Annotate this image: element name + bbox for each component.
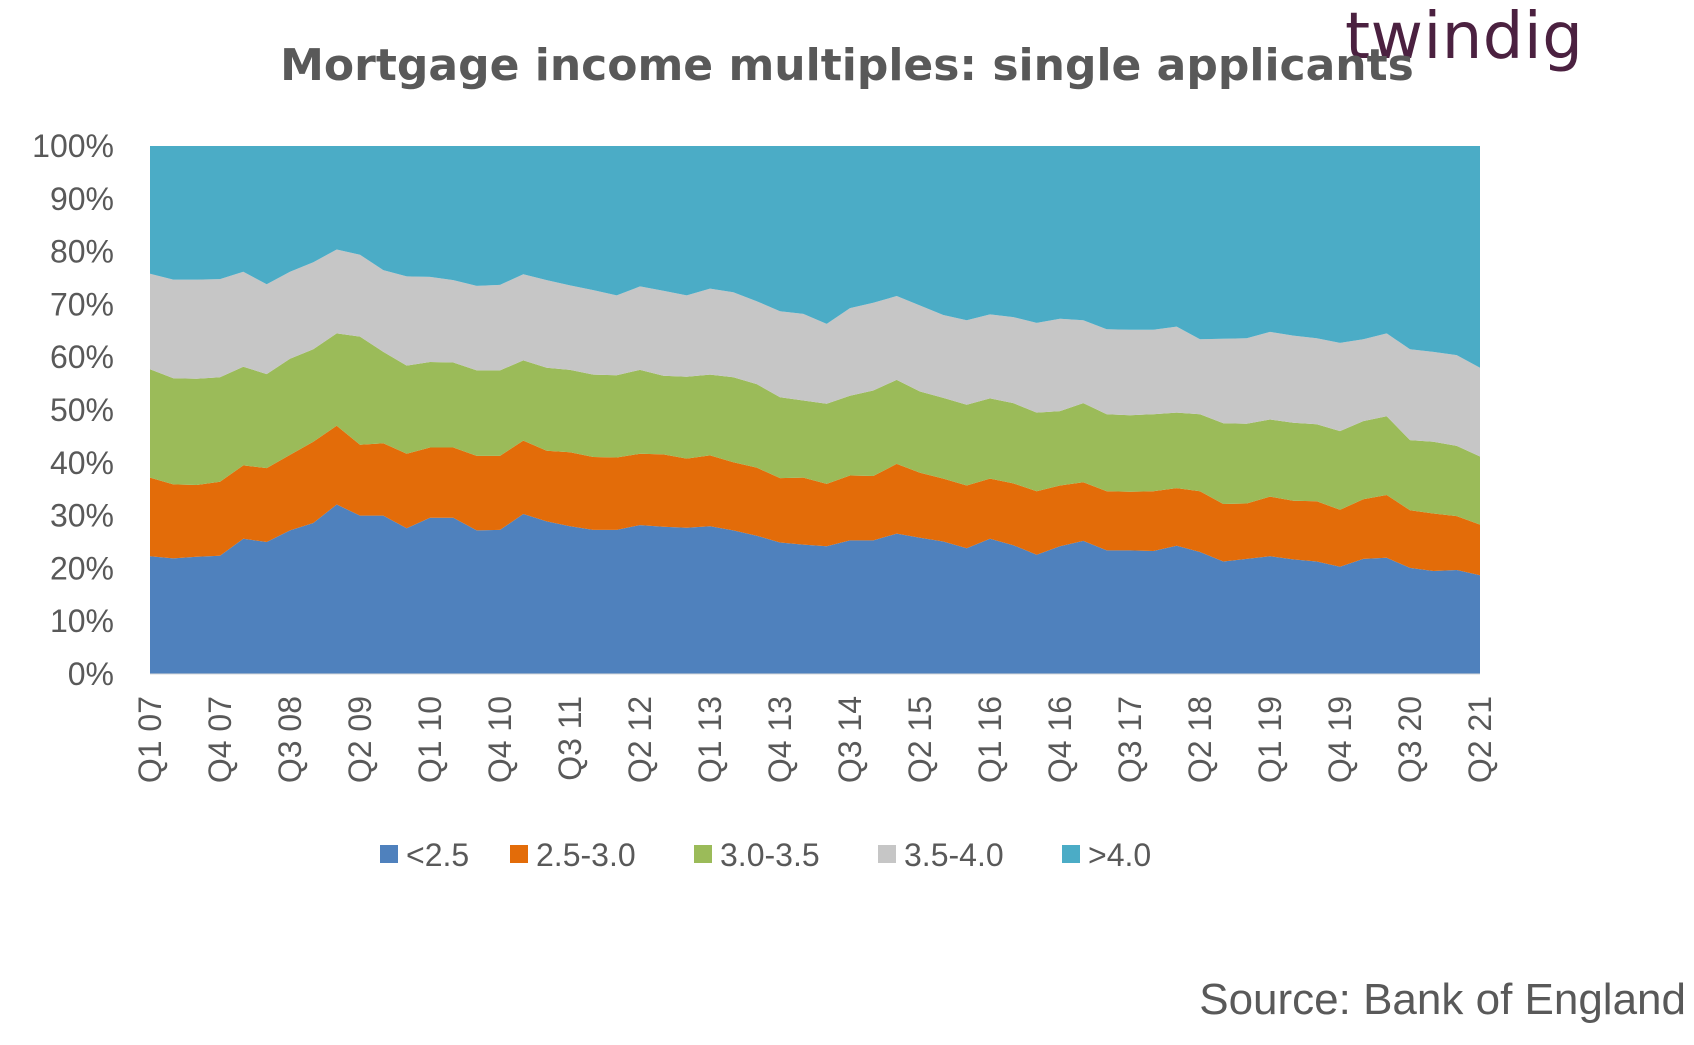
x-tick-label: Q3 11 xyxy=(552,696,588,781)
legend: <2.5 2.5-3.0 3.0-3.5 3.5-4.0 >4.0 xyxy=(380,837,1151,873)
x-tick-label: Q3 14 xyxy=(832,696,868,783)
area-series-3 xyxy=(150,249,1480,457)
x-tick-label: Q2 15 xyxy=(902,696,938,783)
x-tick-label: Q4 19 xyxy=(1322,696,1358,783)
legend-label: 3.0-3.5 xyxy=(720,837,820,873)
area-series-2 xyxy=(150,333,1480,525)
legend-label: 3.5-4.0 xyxy=(904,837,1004,873)
y-tick-label: 100% xyxy=(32,128,114,164)
y-tick-label: 10% xyxy=(50,603,114,639)
source-note: Source: Bank of England xyxy=(1199,975,1686,1024)
area-series-0 xyxy=(150,504,1480,674)
x-tick-label: Q2 09 xyxy=(342,696,378,783)
x-tick-label: Q3 08 xyxy=(272,696,308,783)
y-tick-label: 50% xyxy=(50,392,114,428)
legend-swatch xyxy=(878,845,896,863)
legend-label: <2.5 xyxy=(406,837,469,873)
x-tick-label: Q4 16 xyxy=(1042,696,1078,783)
area-layers xyxy=(150,146,1480,675)
legend-swatch xyxy=(510,845,528,863)
legend-swatch xyxy=(1062,845,1080,863)
x-tick-label: Q4 10 xyxy=(482,696,518,783)
x-tick-label: Q1 07 xyxy=(132,696,168,783)
legend-swatch xyxy=(694,845,712,863)
x-tick-label: Q2 12 xyxy=(622,696,658,783)
x-tick-label: Q1 16 xyxy=(972,696,1008,783)
y-tick-label: 30% xyxy=(50,498,114,534)
legend-swatch xyxy=(380,845,398,863)
x-axis-ticks: Q1 07 Q4 07 Q3 08 Q2 09 Q1 10 Q4 10 Q3 11 Q2 12… xyxy=(132,696,1498,783)
x-tick-label: Q1 13 xyxy=(692,696,728,783)
x-tick-label: Q1 19 xyxy=(1252,696,1288,783)
x-tick-label: Q1 10 xyxy=(412,696,448,783)
chart-title: Mortgage income multiples: single applic… xyxy=(280,40,1414,91)
area-series-1 xyxy=(150,425,1480,576)
y-tick-label: 20% xyxy=(50,550,114,586)
x-tick-label: Q2 18 xyxy=(1182,696,1218,783)
y-tick-label: 80% xyxy=(50,234,114,270)
twindig-logo: twindig xyxy=(1345,0,1584,74)
y-tick-label: 60% xyxy=(50,339,114,375)
legend-label: 2.5-3.0 xyxy=(536,837,636,873)
y-tick-label: 0% xyxy=(68,656,114,692)
x-tick-label: Q4 13 xyxy=(762,696,798,783)
legend-label: >4.0 xyxy=(1088,837,1151,873)
x-tick-label: Q3 17 xyxy=(1112,696,1148,783)
x-tick-label: Q3 20 xyxy=(1392,696,1428,783)
y-tick-label: 90% xyxy=(50,181,114,217)
y-tick-label: 40% xyxy=(50,445,114,481)
area-series-4 xyxy=(150,146,1480,368)
y-tick-label: 70% xyxy=(50,286,114,322)
x-tick-label: Q2 21 xyxy=(1462,696,1498,783)
x-tick-label: Q4 07 xyxy=(202,696,238,783)
y-axis-ticks: 0% 10% 20% 30% 40% 50% 60% 70% 80% 90% 100% xyxy=(32,128,114,692)
